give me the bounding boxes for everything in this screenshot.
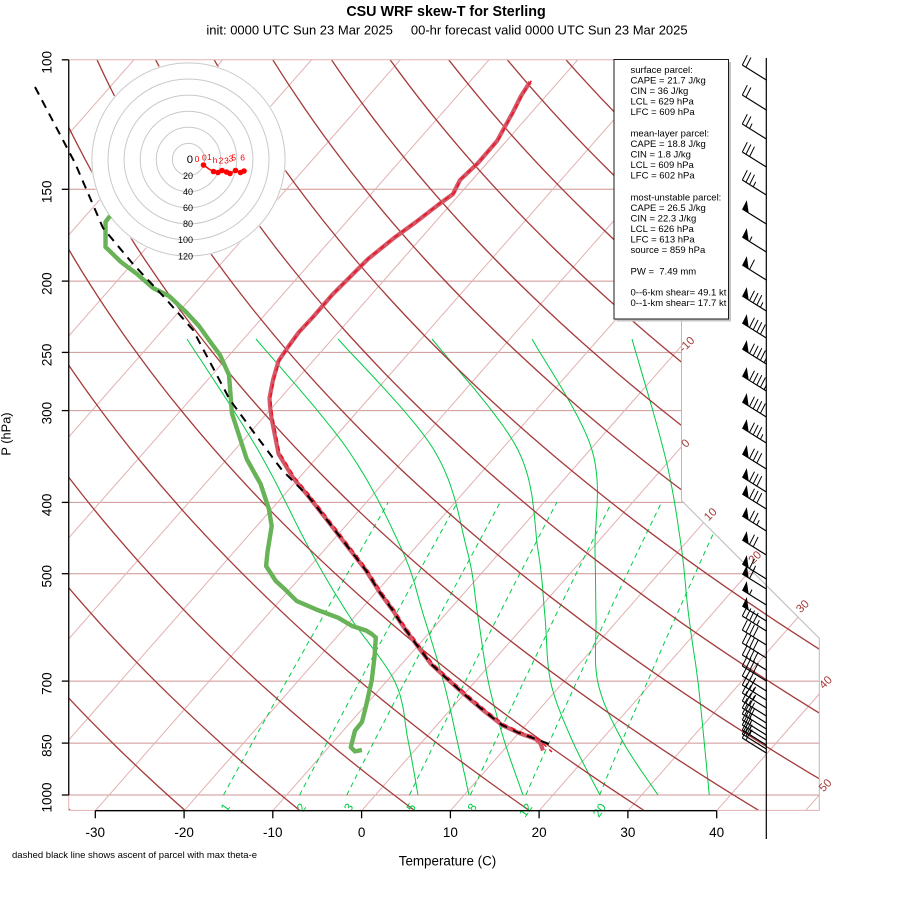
- svg-text:0: 0: [358, 825, 366, 840]
- svg-text:LFC = 613 hPa: LFC = 613 hPa: [631, 234, 696, 245]
- svg-text:100: 100: [178, 235, 193, 245]
- svg-text:2: 2: [219, 156, 224, 166]
- svg-text:0: 0: [187, 154, 193, 166]
- svg-text:850: 850: [40, 734, 55, 757]
- svg-text:80: 80: [183, 219, 193, 229]
- svg-text:20: 20: [183, 171, 193, 181]
- svg-text:20: 20: [532, 825, 547, 840]
- svg-text:30: 30: [620, 825, 635, 840]
- svg-text:10: 10: [443, 825, 458, 840]
- svg-text:mean-layer parcel:: mean-layer parcel:: [631, 129, 710, 140]
- svg-text:Temperature (C): Temperature (C): [399, 854, 496, 869]
- svg-text:source = 859 hPa: source = 859 hPa: [631, 245, 706, 256]
- svg-text:0: 0: [202, 153, 207, 163]
- svg-text:CAPE = 21.7 J/kg: CAPE = 21.7 J/kg: [631, 76, 706, 87]
- svg-text:CIN = 36 J/kg: CIN = 36 J/kg: [631, 86, 689, 97]
- svg-text:6: 6: [240, 153, 245, 163]
- svg-text:LCL = 609 hPa: LCL = 609 hPa: [631, 160, 695, 171]
- svg-text:-30: -30: [86, 825, 106, 840]
- svg-text:60: 60: [183, 203, 193, 213]
- svg-text:100: 100: [40, 51, 55, 74]
- svg-text:CAPE = 26.5 J/kg: CAPE = 26.5 J/kg: [631, 203, 706, 214]
- svg-text:CIN = 1.8 J/kg: CIN = 1.8 J/kg: [631, 150, 691, 161]
- svg-text:5: 5: [231, 153, 236, 163]
- svg-text:CSU WRF skew-T for Sterling: CSU WRF skew-T for Sterling: [346, 4, 545, 20]
- svg-text:0--6-km shear= 49.1 kt: 0--6-km shear= 49.1 kt: [631, 288, 727, 299]
- svg-text:700: 700: [40, 672, 55, 695]
- svg-text:500: 500: [40, 565, 55, 588]
- svg-text:40: 40: [709, 825, 724, 840]
- svg-text:LFC = 602 hPa: LFC = 602 hPa: [631, 171, 696, 182]
- svg-text:300: 300: [40, 402, 55, 425]
- svg-text:dashed black line shows ascent: dashed black line shows ascent of parcel…: [12, 850, 257, 861]
- svg-text:surface parcel:: surface parcel:: [631, 65, 693, 76]
- svg-text:1000: 1000: [40, 782, 55, 812]
- svg-text:LFC = 609 hPa: LFC = 609 hPa: [631, 107, 696, 118]
- svg-text:init: 0000 UTC Sun 23 Mar 2025: init: 0000 UTC Sun 23 Mar 2025 00-hr for…: [206, 23, 687, 38]
- svg-text:CIN = 22.3 J/kg: CIN = 22.3 J/kg: [631, 213, 697, 224]
- svg-text:LCL = 626 hPa: LCL = 626 hPa: [631, 224, 695, 235]
- svg-text:-20: -20: [174, 825, 194, 840]
- svg-text:CAPE = 18.8 J/kg: CAPE = 18.8 J/kg: [631, 139, 706, 150]
- svg-text:0--1-km shear= 17.7 kt: 0--1-km shear= 17.7 kt: [631, 298, 727, 309]
- svg-text:40: 40: [183, 187, 193, 197]
- svg-text:most-unstable parcel:: most-unstable parcel:: [631, 192, 722, 203]
- svg-text:1: 1: [207, 152, 212, 162]
- svg-text:3: 3: [224, 156, 229, 166]
- svg-text:400: 400: [40, 494, 55, 517]
- svg-text:P (hPa): P (hPa): [0, 412, 14, 455]
- svg-text:150: 150: [40, 181, 55, 204]
- svg-text:PW = 7.49 mm: PW = 7.49 mm: [631, 267, 697, 278]
- svg-text:h: h: [213, 155, 218, 165]
- svg-text:LCL = 629 hPa: LCL = 629 hPa: [631, 97, 695, 108]
- svg-text:200: 200: [40, 272, 55, 295]
- svg-text:-10: -10: [263, 825, 283, 840]
- svg-text:250: 250: [40, 344, 55, 367]
- svg-text:120: 120: [178, 251, 193, 261]
- svg-text:0: 0: [195, 154, 200, 164]
- svg-text:3: 3: [229, 154, 234, 164]
